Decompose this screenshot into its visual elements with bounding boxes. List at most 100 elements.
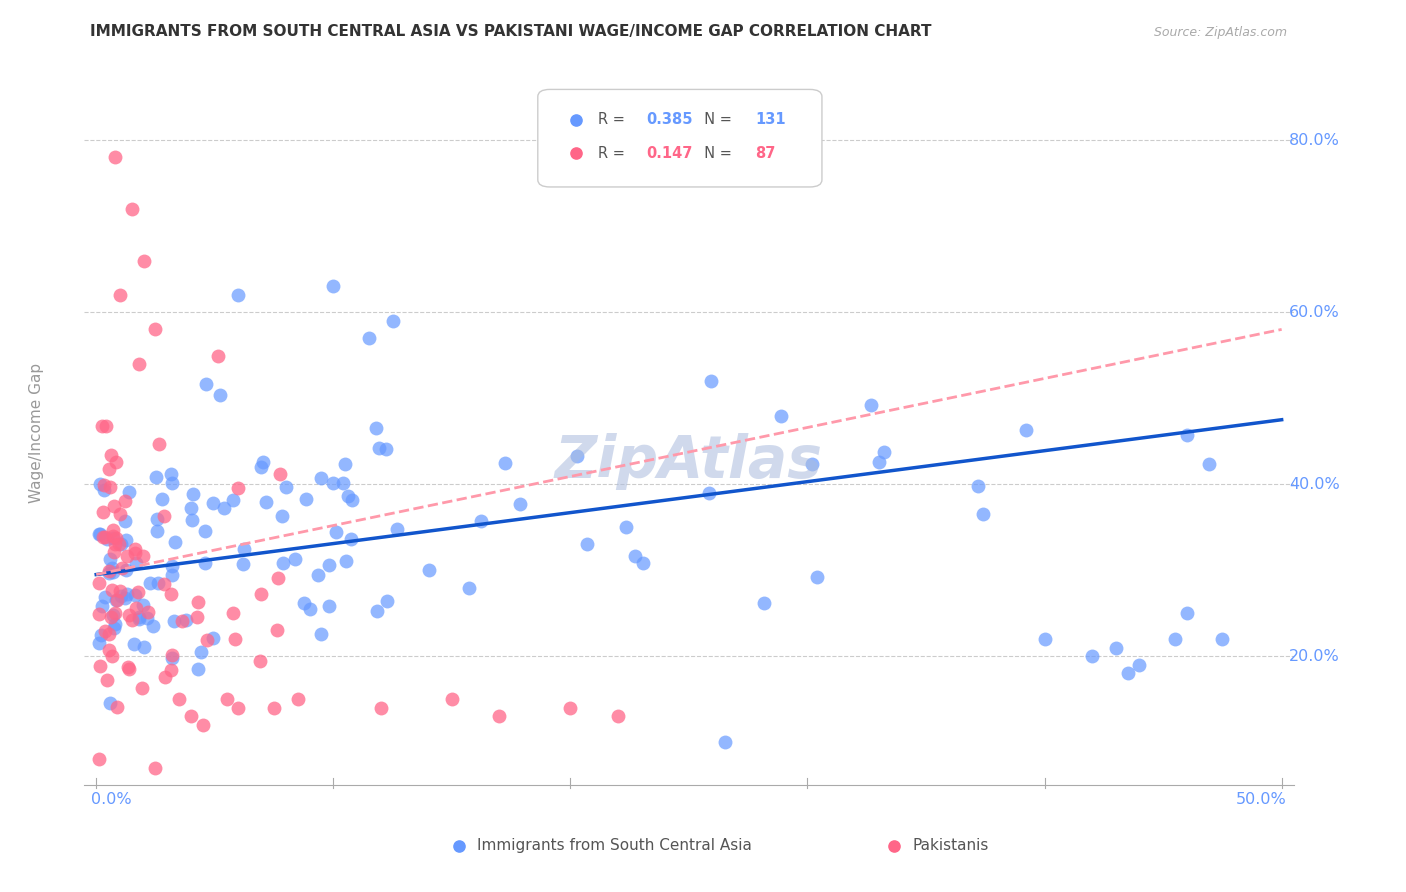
Point xyxy=(104,537,127,551)
Point xyxy=(222,493,245,508)
Point xyxy=(212,501,235,516)
Point xyxy=(104,616,127,631)
Point xyxy=(276,480,298,494)
Point xyxy=(228,288,250,302)
Point xyxy=(146,524,169,538)
Point xyxy=(101,582,124,597)
Point xyxy=(87,527,110,541)
Point xyxy=(124,588,146,602)
Point xyxy=(370,701,392,715)
Point xyxy=(801,458,824,472)
Point xyxy=(153,509,176,524)
Point xyxy=(972,507,994,521)
Point xyxy=(699,374,721,388)
Text: N =: N = xyxy=(695,145,737,161)
Point xyxy=(97,642,120,657)
Point xyxy=(91,506,114,520)
Point xyxy=(224,632,246,647)
Point xyxy=(614,520,637,534)
Point xyxy=(93,590,115,604)
Point xyxy=(159,467,181,482)
Point xyxy=(114,494,136,508)
Point xyxy=(118,662,141,676)
Point xyxy=(101,648,124,663)
Text: 0.0%: 0.0% xyxy=(91,792,132,807)
Point xyxy=(340,493,363,508)
Point xyxy=(860,398,883,412)
Point xyxy=(194,524,217,538)
Point xyxy=(340,532,363,546)
Point xyxy=(100,610,122,624)
Point xyxy=(770,409,793,424)
Point xyxy=(162,648,184,662)
Point xyxy=(195,632,218,647)
Point xyxy=(117,659,139,673)
Point xyxy=(128,612,150,626)
Text: ZipAtlas: ZipAtlas xyxy=(555,433,823,490)
Point xyxy=(89,527,111,541)
Text: 131: 131 xyxy=(755,112,786,128)
Point xyxy=(115,549,138,563)
Point xyxy=(93,477,115,491)
Point xyxy=(335,553,357,567)
Point xyxy=(560,701,582,715)
Point xyxy=(186,609,208,624)
Point xyxy=(470,514,492,528)
Point xyxy=(623,549,645,564)
Point xyxy=(160,568,183,582)
Point xyxy=(1015,423,1038,437)
Text: 0.147: 0.147 xyxy=(647,145,693,161)
Point xyxy=(104,150,127,164)
Point xyxy=(98,481,121,495)
Point xyxy=(222,606,245,620)
Point xyxy=(115,586,138,600)
Point xyxy=(131,549,153,563)
Point xyxy=(806,570,828,584)
Point xyxy=(228,701,250,715)
Text: R =: R = xyxy=(599,145,630,161)
Point xyxy=(318,558,340,572)
Point xyxy=(333,457,356,471)
Point xyxy=(110,590,132,604)
Point xyxy=(209,387,232,401)
Point xyxy=(269,467,291,482)
Point xyxy=(250,460,273,475)
FancyBboxPatch shape xyxy=(538,89,823,187)
Point xyxy=(418,563,440,577)
Point xyxy=(111,561,134,575)
Point xyxy=(160,663,183,677)
Text: Pakistanis: Pakistanis xyxy=(912,838,988,854)
Point xyxy=(357,331,380,345)
Point xyxy=(697,486,720,500)
Point xyxy=(114,514,136,528)
Point xyxy=(148,437,170,451)
Point xyxy=(322,279,344,293)
Point xyxy=(322,475,344,490)
Point xyxy=(575,536,598,550)
Point xyxy=(509,497,531,511)
Text: N =: N = xyxy=(695,112,737,128)
Point xyxy=(117,607,139,622)
Point xyxy=(115,563,138,577)
Point xyxy=(134,640,156,654)
Point xyxy=(160,650,183,665)
Point xyxy=(187,662,209,676)
Point xyxy=(162,558,184,573)
Point xyxy=(1128,657,1150,672)
Point xyxy=(98,552,121,566)
Point xyxy=(266,623,288,637)
Text: 87: 87 xyxy=(755,145,776,161)
Point xyxy=(132,253,155,268)
Point xyxy=(101,565,124,579)
Point xyxy=(97,566,120,581)
Point xyxy=(145,322,167,336)
Point xyxy=(488,709,510,723)
Point xyxy=(136,605,159,619)
Point xyxy=(820,883,842,892)
Point xyxy=(87,752,110,766)
Point xyxy=(145,470,167,484)
Point xyxy=(87,636,110,650)
Point xyxy=(337,489,360,503)
Point xyxy=(368,442,391,456)
Point xyxy=(375,442,398,456)
